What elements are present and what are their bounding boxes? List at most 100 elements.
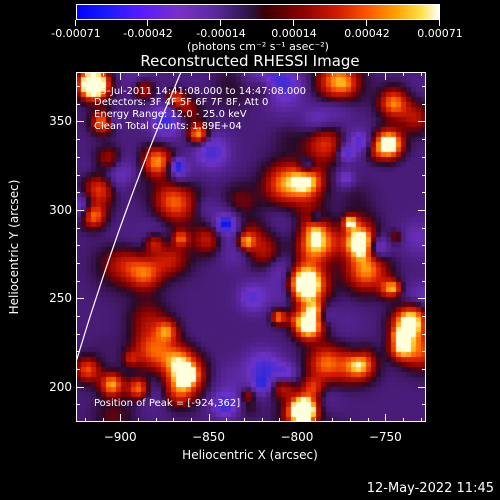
axis-tick [422, 262, 426, 264]
colorbar-tick [439, 20, 440, 26]
axis-tick [418, 298, 426, 300]
colorbar-tick-label: -0.00014 [196, 27, 246, 40]
x-tick-label: −850 [192, 430, 226, 444]
axis-tick [190, 418, 192, 422]
axis-tick [418, 209, 426, 211]
axis-tick [279, 72, 281, 76]
colorbar-tick-label: 0.00071 [417, 27, 463, 40]
y-tick-label: 300 [49, 202, 72, 217]
axis-tick [261, 418, 263, 422]
axis-tick [208, 414, 210, 422]
y-tick-label: 250 [49, 291, 72, 306]
axis-tick [76, 262, 80, 264]
axis-tick [76, 227, 80, 229]
axis-tick [102, 418, 104, 422]
axis-tick [76, 368, 80, 370]
axis-tick [418, 121, 426, 123]
axis-tick [137, 72, 139, 76]
axis-tick [76, 139, 80, 141]
axis-tick [84, 72, 86, 76]
axis-tick [403, 418, 405, 422]
axis-tick [422, 315, 426, 317]
plot-area [76, 72, 426, 422]
axis-tick [155, 418, 157, 422]
axis-tick [422, 351, 426, 353]
axis-tick [76, 86, 80, 88]
axis-tick [385, 414, 387, 422]
colorbar [76, 4, 440, 20]
axis-tick [422, 404, 426, 406]
axis-tick [422, 227, 426, 229]
chart-title: Reconstructed RHESSI Image [140, 52, 360, 70]
axis-tick [422, 156, 426, 158]
axis-tick [296, 414, 298, 422]
heatmap-image [76, 72, 426, 422]
axis-tick [76, 298, 84, 300]
annotation-peak: Position of Peak = [-924,362] [94, 398, 241, 409]
axis-tick [173, 72, 175, 76]
colorbar-tick-label: 0.00042 [344, 27, 390, 40]
axis-tick [76, 245, 80, 247]
axis-tick [76, 280, 80, 282]
annotation-time: 25-Jul-2011 14:41:08.000 to 14:47:08.000 [94, 86, 306, 97]
colorbar-tick [293, 20, 294, 26]
axis-tick [332, 72, 334, 76]
axis-tick [422, 103, 426, 105]
axis-tick [422, 174, 426, 176]
axis-tick [314, 418, 316, 422]
annotation-detectors: Detectors: 3F 4F 5F 6F 7F 8F, Att 0 [94, 97, 269, 108]
axis-tick [367, 418, 369, 422]
limb-overlay [76, 72, 182, 363]
axis-tick [349, 72, 351, 76]
axis-tick [279, 418, 281, 422]
annotation-energy: Energy Range: 12.0 - 25.0 keV [94, 109, 247, 120]
axis-tick [422, 245, 426, 247]
axis-tick [243, 72, 245, 76]
axis-tick [76, 404, 80, 406]
axis-tick [385, 72, 387, 80]
axis-tick [261, 72, 263, 76]
x-tick-label: −750 [368, 430, 402, 444]
axis-tick [120, 72, 122, 80]
axis-tick [422, 333, 426, 335]
axis-tick [76, 351, 80, 353]
axis-tick [76, 156, 80, 158]
solar-limb-curve [76, 72, 182, 363]
axis-tick [314, 72, 316, 76]
axis-tick [76, 333, 80, 335]
axis-tick [226, 418, 228, 422]
axis-tick [137, 418, 139, 422]
axis-tick [76, 103, 80, 105]
y-tick-label: 200 [49, 379, 72, 394]
colorbar-tick [147, 20, 148, 26]
axis-tick [120, 414, 122, 422]
x-axis-label: Heliocentric X (arcsec) [182, 448, 318, 462]
axis-tick [76, 192, 80, 194]
axis-tick [243, 418, 245, 422]
colorbar-tick [75, 20, 76, 26]
colorbar-tick-label: -0.00071 [51, 27, 101, 40]
axis-tick [422, 139, 426, 141]
colorbar-unit-label: (photons cm⁻² s⁻¹ asec⁻²) [187, 40, 329, 53]
axis-tick [420, 418, 422, 422]
axis-tick [190, 72, 192, 76]
colorbar-tick [220, 20, 221, 26]
axis-tick [403, 72, 405, 76]
footer-timestamp: 12-May-2022 11:45 [366, 481, 494, 496]
axis-tick [76, 386, 84, 388]
axis-tick [332, 418, 334, 422]
axis-tick [102, 72, 104, 76]
axis-tick [349, 418, 351, 422]
axis-tick [420, 72, 422, 76]
x-tick-label: −900 [103, 430, 137, 444]
axis-tick [418, 386, 426, 388]
axis-tick [155, 72, 157, 76]
axis-tick [296, 72, 298, 80]
annotation-clean: Clean Total counts: 1.89E+04 [94, 121, 242, 132]
x-tick-label: −800 [280, 430, 314, 444]
y-axis-label: Heliocentric Y (arcsec) [7, 179, 21, 315]
colorbar-tick [366, 20, 367, 26]
axis-tick [226, 72, 228, 76]
axis-tick [422, 368, 426, 370]
axis-tick [208, 72, 210, 80]
